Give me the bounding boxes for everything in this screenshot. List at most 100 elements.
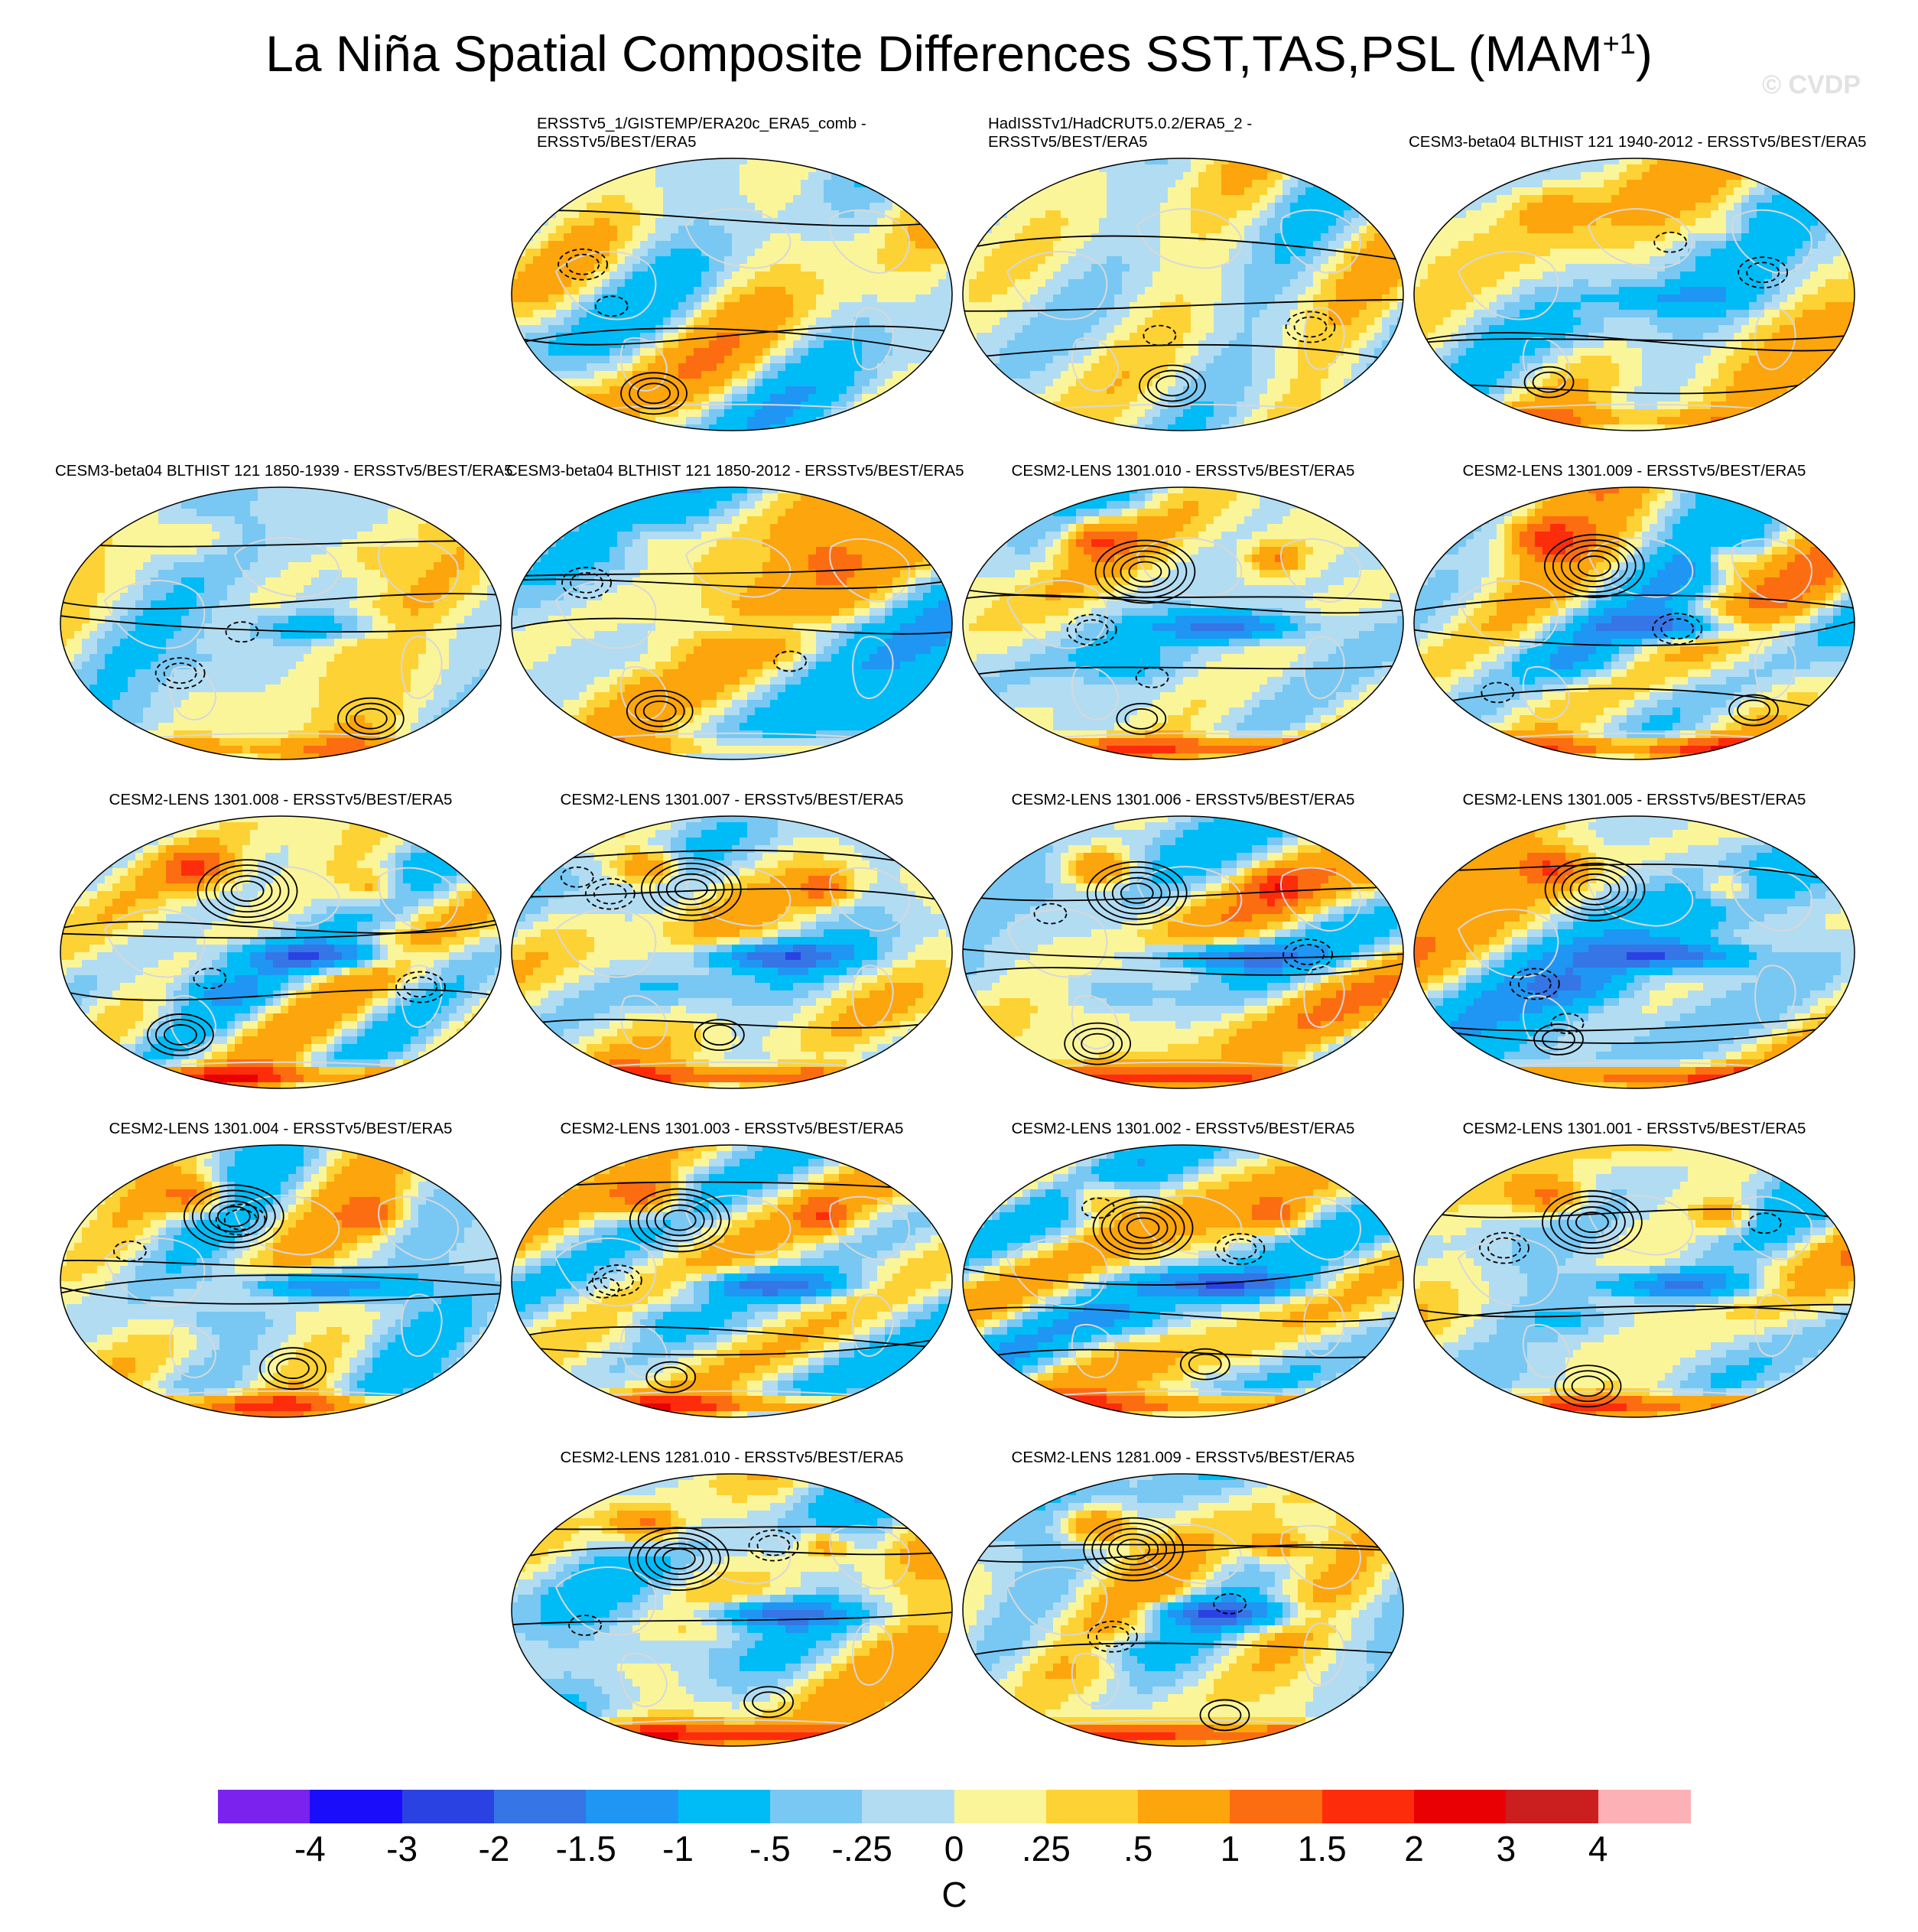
panel-title: ERSSTv5/BEST/ERA5 <box>988 133 1401 151</box>
colorbar-tick-label: -2 <box>448 1830 540 1868</box>
colorbar-box <box>954 1790 1047 1823</box>
colorbar-box <box>401 1790 495 1823</box>
map-border <box>962 486 1404 760</box>
colorbar-tick-label: -1 <box>632 1830 724 1868</box>
panel-title: CESM3-beta04 BLTHIST 121 1850-1939 - ERS… <box>55 462 513 480</box>
main-title-text: La Niña Spatial Composite Differences SS… <box>265 25 1602 82</box>
coastlines <box>1457 1195 1812 1417</box>
world-map <box>511 1473 953 1747</box>
anomaly-field <box>60 487 501 759</box>
map-panel: CESM2-LENS 1281.009 - ERSSTv5/BEST/ERA5 <box>957 1430 1409 1751</box>
world-map <box>962 1473 1404 1747</box>
world-map <box>60 486 502 760</box>
map-panel: CESM2-LENS 1281.010 - ERSSTv5/BEST/ERA5 <box>506 1430 957 1751</box>
map-border <box>1413 486 1855 760</box>
map-panel: CESM2-LENS 1301.004 - ERSSTv5/BEST/ERA5 <box>55 1101 506 1423</box>
colorbar-box <box>493 1790 587 1823</box>
psl-contours <box>963 860 1403 1065</box>
map-border <box>511 815 953 1089</box>
colorbar-tick-label: 1.5 <box>1276 1830 1368 1868</box>
world-map <box>511 1144 953 1418</box>
map-panel: CESM3-beta04 BLTHIST 121 1850-1939 - ERS… <box>55 444 513 765</box>
world-map <box>511 815 953 1089</box>
map-panel: CESM2-LENS 1301.008 - ERSSTv5/BEST/ERA5 <box>55 772 506 1094</box>
psl-contours <box>512 849 952 1052</box>
colorbar-box <box>310 1790 403 1823</box>
panel-title: ERSSTv5/BEST/ERA5 <box>537 133 950 151</box>
world-map <box>1413 158 1855 431</box>
map-border <box>1413 158 1855 431</box>
map-panel: HadISSTv1/HadCRUT5.0.2/ERA5_2 - ERSSTv5/B… <box>957 115 1409 436</box>
panel-title: CESM2-LENS 1301.009 - ERSSTv5/BEST/ERA5 <box>1409 462 1860 480</box>
colorbar-box <box>862 1790 954 1823</box>
panel-title: CESM2-LENS 1301.005 - ERSSTv5/BEST/ERA5 <box>1409 791 1860 809</box>
map-panel: CESM3-beta04 BLTHIST 121 1940-2012 - ERS… <box>1409 115 1867 436</box>
main-title-superscript: +1 <box>1603 28 1636 60</box>
panel-title: CESM2-LENS 1301.002 - ERSSTv5/BEST/ERA5 <box>957 1120 1409 1138</box>
map-border <box>60 815 502 1089</box>
map-border <box>962 815 1404 1089</box>
world-map <box>60 1144 502 1418</box>
panel-title: CESM2-LENS 1301.004 - ERSSTv5/BEST/ERA5 <box>55 1120 506 1138</box>
world-map <box>1413 486 1855 760</box>
world-map <box>1413 1144 1855 1418</box>
colorbar-box <box>1414 1790 1507 1823</box>
psl-contours <box>1414 534 1855 727</box>
colorbar-tick-label: .25 <box>1000 1830 1092 1868</box>
map-panel: CESM2-LENS 1301.003 - ERSSTv5/BEST/ERA5 <box>506 1101 957 1423</box>
map-border <box>511 1473 953 1747</box>
colorbar-box <box>1598 1790 1691 1823</box>
colorbar-tick-label: -1.5 <box>540 1830 632 1868</box>
colorbar-box <box>1230 1790 1323 1823</box>
colorbar-box <box>1138 1790 1230 1823</box>
map-border <box>511 486 953 760</box>
map-border <box>1413 1144 1855 1418</box>
map-panel: CESM2-LENS 1301.010 - ERSSTv5/BEST/ERA5 <box>957 444 1409 765</box>
map-border <box>60 1144 502 1418</box>
cvdp-watermark: © CVDP <box>1762 70 1861 100</box>
colorbar-box <box>1321 1790 1415 1823</box>
map-panel: ERSSTv5_1/GISTEMP/ERA20c_ERA5_comb - ERSS… <box>506 115 957 436</box>
colorbar-box <box>218 1790 310 1823</box>
map-panel: CESM2-LENS 1301.002 - ERSSTv5/BEST/ERA5 <box>957 1101 1409 1423</box>
psl-contours <box>60 540 501 740</box>
world-map <box>962 158 1404 431</box>
panel-title: CESM2-LENS 1301.007 - ERSSTv5/BEST/ERA5 <box>506 791 957 809</box>
colorbar-tick-label: 3 <box>1460 1830 1552 1868</box>
colorbar-tick-label: .5 <box>1092 1830 1184 1868</box>
map-panel: CESM2-LENS 1301.007 - ERSSTv5/BEST/ERA5 <box>506 772 957 1094</box>
psl-contours <box>512 561 952 733</box>
main-title-close: ) <box>1636 25 1653 82</box>
map-border <box>511 158 953 431</box>
map-border <box>962 158 1404 431</box>
colorbar-box <box>678 1790 771 1823</box>
world-map <box>962 815 1404 1089</box>
colorbar-tick-label: 4 <box>1552 1830 1644 1868</box>
colorbar-tick-label: -.5 <box>724 1830 816 1868</box>
world-map <box>60 815 502 1089</box>
world-map <box>1413 815 1855 1089</box>
psl-contours <box>963 1195 1403 1381</box>
panel-title: CESM3-beta04 BLTHIST 121 1940-2012 - ERS… <box>1409 133 1867 151</box>
panel-title: CESM2-LENS 1301.010 - ERSSTv5/BEST/ERA5 <box>957 462 1409 480</box>
panel-title: CESM2-LENS 1281.009 - ERSSTv5/BEST/ERA5 <box>957 1449 1409 1467</box>
map-border <box>962 1473 1404 1747</box>
map-panel: CESM2-LENS 1301.009 - ERSSTv5/BEST/ERA5 <box>1409 444 1860 765</box>
colorbar-tick-label: 0 <box>909 1830 1000 1868</box>
panel-title: CESM3-beta04 BLTHIST 121 1850-2012 - ERS… <box>506 462 964 480</box>
psl-contours <box>512 1526 952 1719</box>
colorbar-tick-label: 1 <box>1184 1830 1276 1868</box>
world-map <box>962 1144 1404 1418</box>
map-border <box>60 486 502 760</box>
panel-title: HadISSTv1/HadCRUT5.0.2/ERA5_2 - <box>988 115 1401 133</box>
colorbar-box <box>1506 1790 1599 1823</box>
panel-title: ERSSTv5_1/GISTEMP/ERA20c_ERA5_comb - <box>537 115 950 133</box>
colorbar-tick-label: -4 <box>264 1830 356 1868</box>
map-border <box>511 1144 953 1418</box>
panel-title: CESM2-LENS 1301.006 - ERSSTv5/BEST/ERA5 <box>957 791 1409 809</box>
world-map <box>962 486 1404 760</box>
psl-contours <box>963 235 1403 408</box>
colorbar <box>218 1790 1691 1823</box>
map-panel: CESM3-beta04 BLTHIST 121 1850-2012 - ERS… <box>506 444 964 765</box>
colorbar-tick-label: -.25 <box>816 1830 908 1868</box>
